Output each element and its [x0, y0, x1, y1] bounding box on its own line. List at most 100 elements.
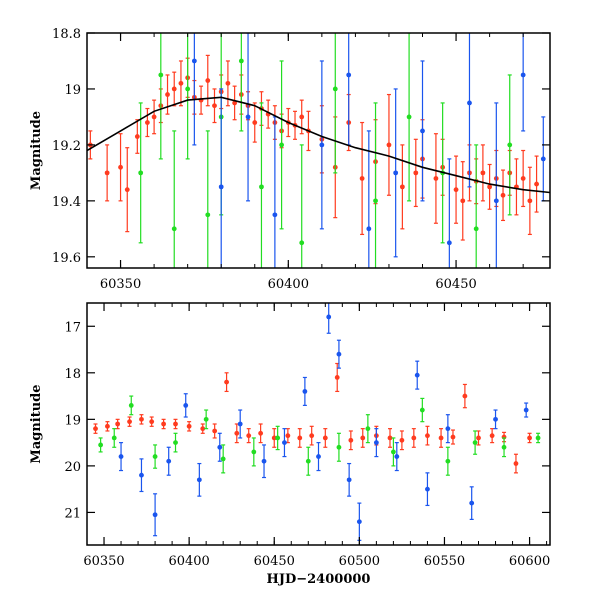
- data-point: [360, 435, 366, 441]
- data-point: [212, 103, 217, 109]
- data-point: [171, 86, 177, 92]
- data-point: [305, 458, 311, 464]
- top-panel-frame: [86, 32, 551, 269]
- data-point: [271, 435, 277, 441]
- data-point: [489, 433, 495, 439]
- y-tick-label: 21: [64, 506, 81, 521]
- data-point: [252, 120, 258, 125]
- data-point: [171, 226, 177, 232]
- data-point: [336, 351, 342, 357]
- x-tick-label: 60350: [100, 277, 141, 292]
- data-point: [438, 435, 444, 441]
- data-point: [366, 226, 372, 232]
- y-tick-label: 19: [64, 83, 81, 98]
- data-point: [473, 226, 479, 232]
- y-tick-label: 17: [64, 320, 81, 335]
- data-point: [218, 184, 224, 190]
- data-point: [513, 461, 519, 466]
- bottom-panel-ticks: 60350 60400 60450 60500 60550 60600 17 18 19 20 21: [64, 303, 550, 569]
- data-point: [446, 240, 452, 246]
- errorbar: [239, 33, 244, 132]
- data-point: [414, 372, 420, 378]
- data-point: [520, 72, 526, 78]
- data-point: [285, 433, 291, 439]
- data-point: [224, 379, 229, 385]
- data-point: [118, 454, 124, 459]
- data-point: [476, 435, 481, 441]
- data-point: [469, 500, 475, 506]
- data-point: [493, 416, 498, 422]
- data-point: [540, 156, 546, 162]
- data-point: [420, 128, 425, 134]
- data-point: [453, 187, 459, 193]
- top-panel: 60350 60400 60450 18.8 19 19.2 19.4 19.6 Magnit…: [29, 27, 551, 292]
- data-point: [387, 435, 393, 441]
- data-point: [346, 72, 352, 78]
- model-curve: [87, 96, 550, 194]
- data-point: [203, 416, 209, 422]
- data-point: [480, 170, 486, 176]
- data-point: [390, 449, 396, 455]
- data-point: [302, 389, 308, 394]
- data-point: [356, 519, 362, 525]
- data-point: [425, 486, 430, 492]
- y-tick-label: 19.4: [52, 195, 81, 210]
- errorbar: [192, 33, 197, 146]
- x-tick-label: 60350: [83, 554, 124, 569]
- data-point: [319, 142, 325, 148]
- data-point: [152, 454, 158, 459]
- data-point: [527, 198, 533, 204]
- data-point: [251, 449, 257, 455]
- data-point: [472, 440, 478, 446]
- data-point: [299, 114, 305, 120]
- bottom-panel-ylabel: Magnitude: [29, 384, 44, 463]
- data-point: [272, 212, 278, 218]
- data-point: [346, 477, 352, 483]
- data-point: [151, 114, 157, 120]
- data-point: [462, 393, 468, 399]
- data-point: [523, 407, 529, 413]
- x-tick-label: 60400: [168, 554, 209, 569]
- errorbar: [158, 33, 163, 160]
- data-point: [139, 472, 144, 478]
- data-point: [386, 142, 392, 148]
- data-point: [425, 433, 430, 439]
- y-tick-label: 19.2: [52, 139, 81, 154]
- data-point: [149, 419, 155, 425]
- x-tick-label: 60450: [254, 554, 295, 569]
- data-point: [500, 192, 506, 198]
- data-point: [460, 198, 466, 204]
- data-point: [393, 170, 399, 176]
- data-point: [406, 114, 412, 120]
- data-point: [212, 428, 218, 434]
- data-point: [258, 430, 264, 436]
- data-point: [200, 426, 206, 432]
- data-point: [178, 80, 184, 86]
- y-tick-label: 20: [64, 460, 81, 475]
- y-tick-label: 19.6: [52, 251, 81, 266]
- data-point: [450, 434, 456, 440]
- data-point: [279, 142, 284, 148]
- data-point: [299, 240, 305, 246]
- data-point: [158, 72, 164, 78]
- data-point: [322, 435, 328, 441]
- data-point: [297, 435, 303, 441]
- data-point: [332, 86, 338, 92]
- data-point: [234, 430, 240, 436]
- data-point: [166, 458, 172, 464]
- data-point: [445, 426, 451, 432]
- data-point: [316, 454, 321, 459]
- data-point: [520, 176, 526, 181]
- data-point: [128, 402, 134, 408]
- top-panel-ticks: 60350 60400 60450 18.8 19 19.2 19.4 19.6: [52, 27, 550, 292]
- top-panel-ylabel: Magnitude: [29, 111, 44, 190]
- data-point: [144, 120, 150, 125]
- data-point: [309, 433, 315, 439]
- data-point: [326, 314, 332, 320]
- data-point: [186, 423, 192, 429]
- data-point: [205, 212, 211, 218]
- data-point: [259, 184, 264, 190]
- data-point: [445, 458, 451, 464]
- y-tick-label: 18: [64, 367, 81, 382]
